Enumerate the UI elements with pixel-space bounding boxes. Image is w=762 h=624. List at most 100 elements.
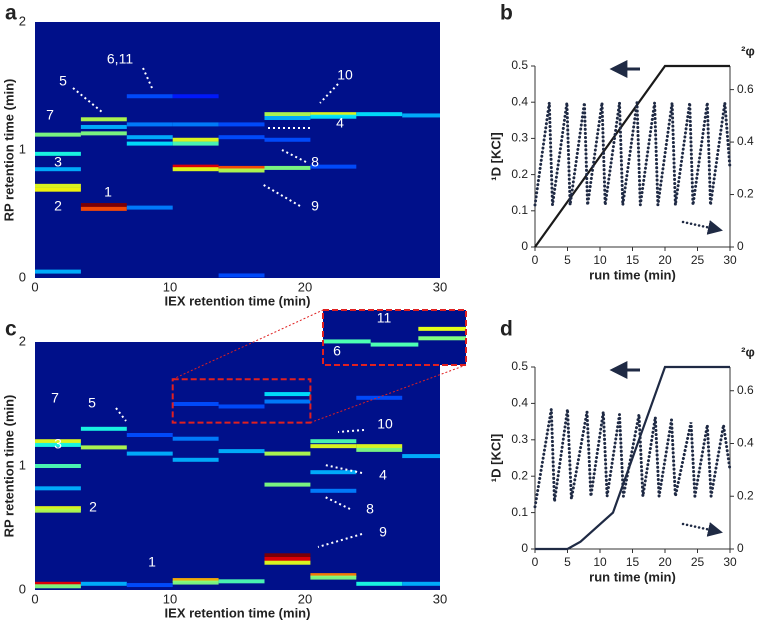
peak-band bbox=[264, 560, 311, 565]
peak-band bbox=[264, 116, 311, 120]
x-tick-label: 0 bbox=[532, 253, 539, 267]
peak-band bbox=[172, 122, 219, 127]
y-tick-label: 0 bbox=[521, 239, 528, 253]
peak-annotation: 10 bbox=[337, 67, 353, 83]
y-tick-label: 0 bbox=[19, 581, 26, 596]
peak-band bbox=[35, 439, 81, 444]
peak-band bbox=[402, 581, 440, 586]
peak-band bbox=[310, 470, 357, 475]
peak-band bbox=[218, 122, 265, 127]
x-tick-label: 20 bbox=[298, 591, 312, 606]
peak-band bbox=[264, 399, 311, 404]
y2-tick-label: 0.6 bbox=[737, 383, 754, 397]
peak-annotation: 3 bbox=[54, 154, 62, 170]
peak-band bbox=[218, 404, 265, 409]
x-tick-label: 20 bbox=[658, 253, 672, 267]
peak-band bbox=[356, 444, 403, 449]
zoom-box bbox=[171, 378, 312, 424]
peak-annotation: 10 bbox=[377, 416, 393, 432]
peak-band bbox=[80, 206, 127, 211]
peak-band bbox=[126, 433, 173, 437]
x-tick-label: 30 bbox=[433, 279, 447, 294]
inset-peak-band bbox=[323, 339, 371, 344]
peak-annotation: 2 bbox=[89, 499, 97, 515]
y2-tick-label: 0 bbox=[737, 239, 744, 253]
panel-label: a bbox=[5, 2, 17, 25]
peak-band bbox=[218, 165, 265, 170]
x-tick-label: 0 bbox=[532, 555, 539, 569]
peak-band bbox=[218, 449, 265, 454]
x-tick-label: 5 bbox=[564, 555, 571, 569]
axis-arrow bbox=[681, 522, 723, 537]
zoom-line bbox=[172, 309, 324, 380]
leader-line bbox=[261, 183, 301, 207]
x-tick-label: 10 bbox=[593, 555, 607, 569]
peak-annotation: 4 bbox=[379, 467, 387, 483]
y-tick-label: 0.4 bbox=[511, 94, 528, 108]
peak-band bbox=[172, 457, 219, 462]
y-axis-title: RP retention time (min) bbox=[1, 79, 16, 222]
peak-band bbox=[126, 94, 173, 99]
y-tick-label: 0.2 bbox=[511, 167, 528, 181]
peak-band bbox=[126, 583, 173, 588]
y2-axis-title: ²φ bbox=[741, 43, 755, 58]
peak-band bbox=[80, 131, 127, 136]
peak-band bbox=[35, 167, 81, 172]
peak-band bbox=[80, 445, 127, 450]
y2-tick-label: 0.4 bbox=[737, 436, 754, 450]
peak-band bbox=[126, 141, 173, 146]
peak-band bbox=[172, 137, 219, 142]
peak-band bbox=[356, 581, 403, 586]
peak-band bbox=[264, 392, 311, 397]
y-axis-title: RP retention time (min) bbox=[1, 395, 16, 538]
y-tick-label: 0.1 bbox=[511, 505, 528, 519]
y2-tick-label: 0 bbox=[737, 541, 744, 555]
peak-band bbox=[310, 164, 357, 169]
peak-band bbox=[172, 578, 219, 583]
peak-band bbox=[264, 112, 311, 117]
peak-annotation: 5 bbox=[59, 73, 67, 89]
x-tick-label: 0 bbox=[31, 591, 38, 606]
peak-annotation: 9 bbox=[311, 198, 319, 214]
peak-annotation: 7 bbox=[46, 107, 54, 123]
x-tick-label: 20 bbox=[298, 279, 312, 294]
series-line bbox=[533, 102, 732, 207]
peak-band bbox=[264, 553, 311, 558]
peak-band bbox=[310, 573, 357, 578]
y-tick-label: 0.5 bbox=[511, 359, 528, 373]
x-axis-title: IEX retention time (min) bbox=[165, 605, 311, 620]
x-axis-title: run time (min) bbox=[589, 267, 676, 282]
x-axis-title: run time (min) bbox=[589, 569, 676, 584]
x-tick-label: 15 bbox=[626, 555, 640, 569]
peak-band bbox=[356, 395, 403, 400]
peak-band bbox=[126, 135, 173, 140]
y-tick-label: 1 bbox=[19, 141, 26, 156]
x-tick-label: 30 bbox=[723, 253, 737, 267]
peak-band bbox=[172, 167, 219, 172]
panel-label: d bbox=[500, 318, 513, 341]
y-tick-label: 0.1 bbox=[511, 203, 528, 217]
peak-band bbox=[80, 203, 127, 208]
peak-band bbox=[35, 581, 81, 586]
peak-band bbox=[264, 557, 311, 561]
panel-label: b bbox=[500, 2, 513, 25]
y2-axis-title: ²φ bbox=[741, 344, 755, 359]
y-tick-label: 2 bbox=[19, 13, 26, 28]
peak-band bbox=[218, 579, 265, 584]
peak-band bbox=[35, 442, 81, 447]
peak-band bbox=[356, 112, 403, 117]
plot-background bbox=[35, 342, 440, 590]
leader-line bbox=[72, 87, 103, 113]
y2-tick-label: 0.2 bbox=[737, 488, 754, 502]
peak-band bbox=[218, 273, 265, 278]
inset-peak-band bbox=[370, 342, 419, 347]
x-tick-label: 10 bbox=[163, 591, 177, 606]
y-tick-label: 1 bbox=[19, 457, 26, 472]
y-tick-label: 0.3 bbox=[511, 432, 528, 446]
inset-peak-band bbox=[418, 336, 466, 341]
series-line bbox=[533, 408, 732, 509]
peak-band bbox=[172, 164, 219, 169]
inset-annotation: 11 bbox=[377, 310, 392, 326]
y2-tick-label: 0.2 bbox=[737, 187, 754, 201]
